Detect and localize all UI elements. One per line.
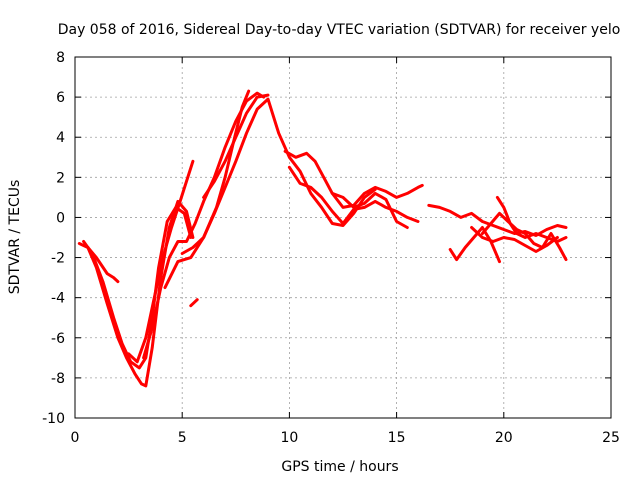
- y-tick-label: 2: [56, 170, 65, 186]
- grid: [75, 57, 611, 418]
- x-tick-label: 5: [178, 430, 187, 446]
- ticks: 0 5 10 15 20 25 -10 -8 -6 -4 -2 0 2 4 6 8: [42, 50, 620, 446]
- y-tick-label: -6: [51, 331, 65, 347]
- series-line-sat-p: [495, 195, 568, 243]
- series-line-sat-m: [427, 203, 568, 237]
- y-tick-label: 4: [56, 130, 65, 146]
- data-series: [77, 89, 568, 388]
- series-line-sat-c: [86, 246, 120, 284]
- x-axis-title: GPS time / hours: [281, 459, 398, 475]
- y-tick-label: -8: [51, 371, 65, 387]
- plot-frame: [74, 56, 612, 419]
- series-line-sat-h: [202, 93, 270, 199]
- y-tick-label: 8: [56, 50, 65, 66]
- chart-title: Day 058 of 2016, Sidereal Day-to-day VTE…: [58, 22, 621, 38]
- x-tick-label: 25: [602, 430, 620, 446]
- series-line-sat-l: [330, 191, 409, 229]
- x-tick-label: 20: [495, 430, 513, 446]
- y-tick-label: -10: [42, 411, 65, 427]
- series-line-sat-b: [82, 205, 193, 370]
- series-line-sat-d: [127, 159, 195, 364]
- y-tick-label: -4: [51, 291, 65, 307]
- y-tick-label: 6: [56, 90, 65, 106]
- y-tick-label: -2: [51, 251, 65, 267]
- series-line-sat-j: [283, 149, 424, 209]
- x-tick-label: 10: [280, 430, 298, 446]
- x-tick-label: 0: [71, 430, 80, 446]
- series-line-sat-i: [189, 298, 199, 308]
- series-line-sat-o: [480, 211, 568, 262]
- y-axis-title: SDTVAR / TECUs: [7, 180, 23, 295]
- y-tick-label: 0: [56, 210, 65, 226]
- series-line-sat-a: [77, 199, 195, 388]
- series-line-sat-n: [448, 226, 501, 264]
- series-line-sat-g: [180, 97, 377, 255]
- series-line-sat-k: [287, 165, 420, 225]
- series-line-sat-q: [470, 226, 559, 253]
- x-tick-label: 15: [388, 430, 406, 446]
